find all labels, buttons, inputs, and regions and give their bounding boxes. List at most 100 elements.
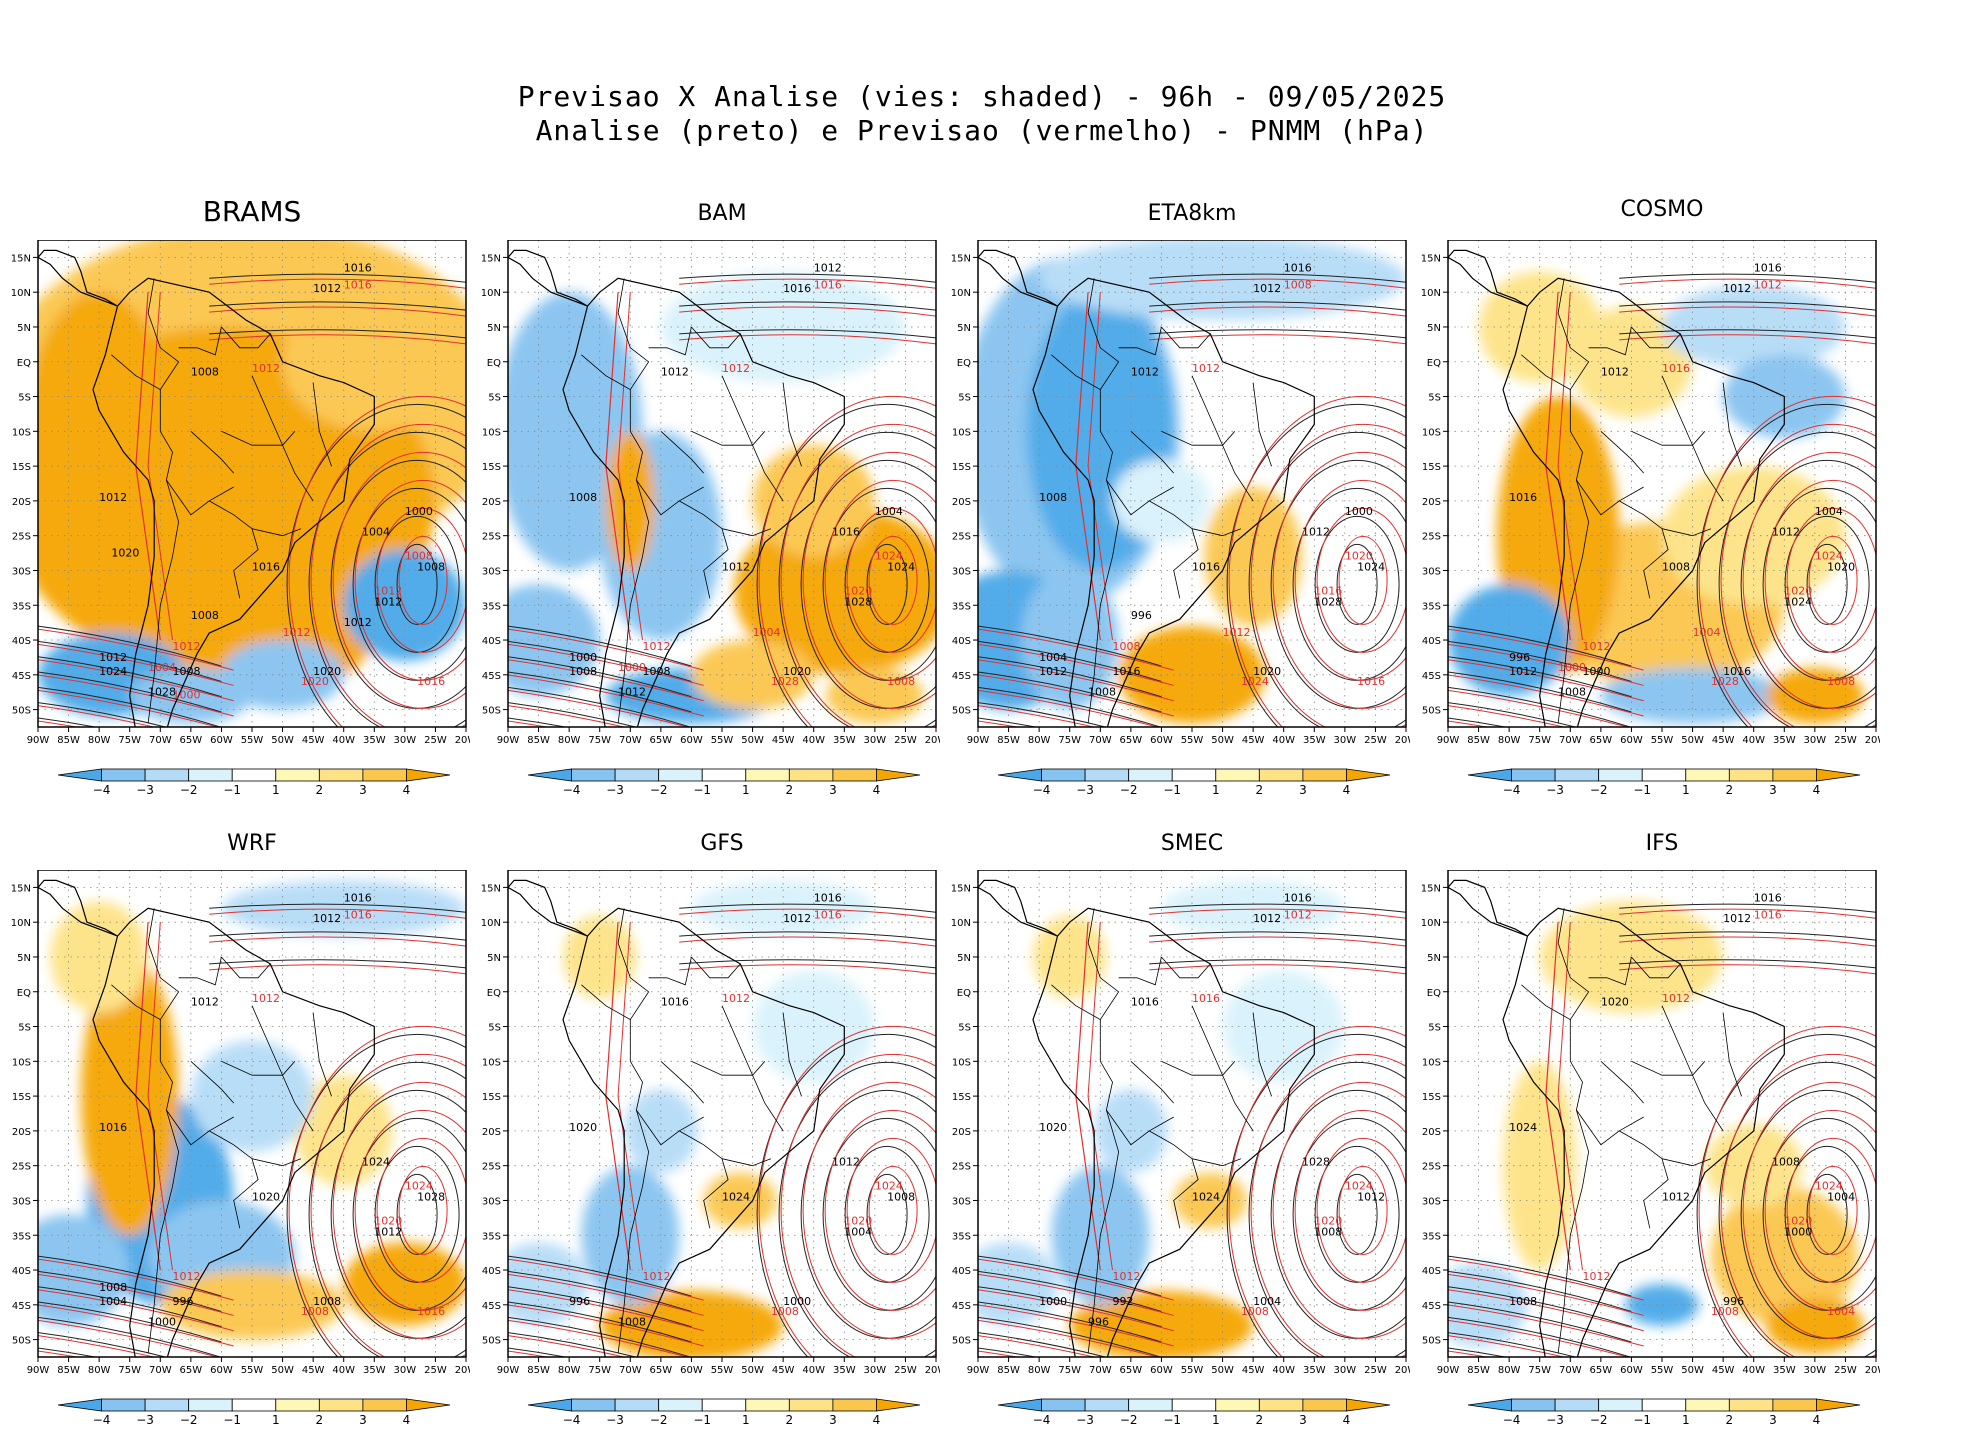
lon-tick-label: 30W [394, 1365, 417, 1376]
colorbar-tick-label: −4 [1033, 783, 1051, 797]
isobar-label-analysis: 1016 [814, 891, 842, 904]
isobar-label-analysis: 1004 [99, 1295, 127, 1308]
panel-gfs: GFS 1016 1012 1016 1020 1024 1012 1008 1004 1000 9… [470, 825, 940, 1445]
isobar-label-forecast: 1012 [722, 992, 750, 1005]
colorbar: −4 −3 −2 −1 1 2 3 4 [57, 768, 451, 797]
colorbar-segment [788, 1398, 834, 1412]
isobar-label-forecast: 1008 [1284, 278, 1312, 291]
isobar-label-forecast: 1012 [1754, 278, 1782, 291]
lat-tick-label: 50S [482, 1336, 501, 1347]
isobar-label-forecast: 1028 [1711, 675, 1739, 688]
lat-tick-label: 15N [481, 883, 501, 894]
colorbar-segment [57, 1398, 102, 1412]
lon-tick-label: 25W [1834, 735, 1857, 746]
lon-tick-label: 85W [527, 735, 550, 746]
lat-tick-label: 10S [1422, 1057, 1441, 1068]
colorbar-segment [362, 1398, 407, 1412]
colorbar-tick-label: 4 [1813, 1413, 1821, 1427]
colorbar-segment [188, 1398, 233, 1412]
isobar-label-analysis: 1016 [783, 282, 811, 295]
colorbar-tick-label: −3 [1546, 1413, 1564, 1427]
isobar-label-analysis: 1028 [1314, 595, 1342, 608]
isobar-label-analysis: 1012 [618, 686, 646, 699]
colorbar-tick-label: 3 [359, 783, 367, 797]
colorbar-tick-label: −2 [180, 1413, 198, 1427]
colorbar-segment [406, 1398, 451, 1412]
isobar-label-forecast: 1012 [1583, 640, 1611, 653]
lat-tick-label: 15S [1422, 1092, 1441, 1103]
lat-tick-label: 25S [12, 532, 31, 543]
lon-tick-label: 85W [997, 735, 1020, 746]
lat-tick-label: 20S [952, 1127, 971, 1138]
isobar-label-analysis: 1012 [1723, 912, 1751, 925]
lat-tick-label: 15N [1421, 253, 1441, 264]
isobar-label-analysis: 1028 [148, 686, 176, 699]
lon-tick-label: 50W [1211, 1365, 1234, 1376]
bias-area [1448, 584, 1571, 696]
lon-tick-label: 60W [680, 1365, 703, 1376]
colorbar-tick-label: 1 [742, 1413, 750, 1427]
colorbar-tick-label: −4 [1503, 783, 1521, 797]
colorbar-tick-label: −4 [563, 783, 581, 797]
isobar-label-analysis: 1008 [1509, 1295, 1537, 1308]
colorbar-segment [1728, 768, 1774, 782]
colorbar-segment [701, 768, 747, 782]
lat-tick-label: EQ [17, 988, 31, 999]
lon-tick-label: 35W [363, 735, 386, 746]
isobar-label-analysis: 1016 [344, 891, 372, 904]
isobar-label-forecast: 1008 [771, 1305, 799, 1318]
isobar-label-analysis: 1028 [1302, 1156, 1330, 1169]
lon-tick-label: 90W [1437, 735, 1460, 746]
lon-tick-label: 55W [1181, 1365, 1204, 1376]
colorbar-tick-label: −2 [1590, 1413, 1608, 1427]
map-plot: 1016101210161020102410121008100410009961… [481, 870, 940, 1427]
lat-tick-label: 40S [1422, 1266, 1441, 1277]
colorbar-tick-label: 3 [1769, 1413, 1777, 1427]
lon-tick-label: 90W [967, 1365, 990, 1376]
isobar-label-analysis: 1028 [844, 595, 872, 608]
panel-eta8km: ETA8km 1016 1012 1012 1008 1016 1012 1024 1028 10… [940, 195, 1410, 815]
isobar-label-forecast: 1016 [344, 278, 372, 291]
lat-tick-label: 30S [1422, 1196, 1441, 1207]
colorbar-segment [1084, 768, 1130, 782]
lat-tick-label: 30S [12, 566, 31, 577]
isobar-label-analysis: 1016 [832, 526, 860, 539]
isobar-label-forecast: 1008 [1241, 1305, 1269, 1318]
lon-tick-label: 25W [1364, 1365, 1387, 1376]
isobar-label-forecast: 1004 [753, 626, 781, 639]
lon-tick-label: 75W [1058, 735, 1081, 746]
isobar-label-analysis: 1024 [1509, 1121, 1537, 1134]
colorbar-segment [1685, 1398, 1730, 1412]
isobar-label-analysis: 1016 [1754, 891, 1782, 904]
isobar-label-forecast: 1000 [173, 689, 201, 702]
lon-tick-label: 45W [1242, 1365, 1265, 1376]
lat-tick-label: 45S [952, 671, 971, 682]
lat-tick-label: 35S [1422, 601, 1441, 612]
colorbar-tick-label: 4 [403, 783, 411, 797]
lon-tick-label: 85W [57, 735, 80, 746]
lat-tick-label: 50S [952, 1336, 971, 1347]
colorbar-tick-label: −3 [136, 783, 154, 797]
isobar-label-forecast: 1012 [643, 640, 671, 653]
isobar-label-analysis: 1004 [844, 1225, 872, 1238]
lon-tick-label: 50W [1211, 735, 1234, 746]
colorbar-segment [1302, 768, 1347, 782]
south-america-coastline [562, 277, 845, 727]
lat-tick-label: 35S [12, 601, 31, 612]
colorbar: −4 −3 −2 −1 1 2 3 4 [527, 768, 921, 797]
colorbar-segment [1215, 768, 1260, 782]
isobar-label-forecast: 1012 [1223, 626, 1251, 639]
isobar-label-analysis: 1012 [1039, 665, 1067, 678]
south-america-coastline [92, 277, 375, 727]
isobar-label-forecast: 1016 [1754, 908, 1782, 921]
isobar-label-analysis: 1012 [344, 616, 372, 629]
colorbar-tick-label: −1 [223, 1413, 241, 1427]
lon-tick-label: 80W [1498, 735, 1521, 746]
isobar-label-analysis: 1004 [362, 526, 390, 539]
isobar-label-forecast: 1024 [1345, 1180, 1373, 1193]
isobar-label-analysis: 1012 [1509, 665, 1537, 678]
colorbar-segment [144, 768, 190, 782]
lon-tick-label: 20W [925, 1365, 940, 1376]
colorbar-segment [745, 768, 790, 782]
isobar-label-analysis: 1004 [1253, 1295, 1281, 1308]
